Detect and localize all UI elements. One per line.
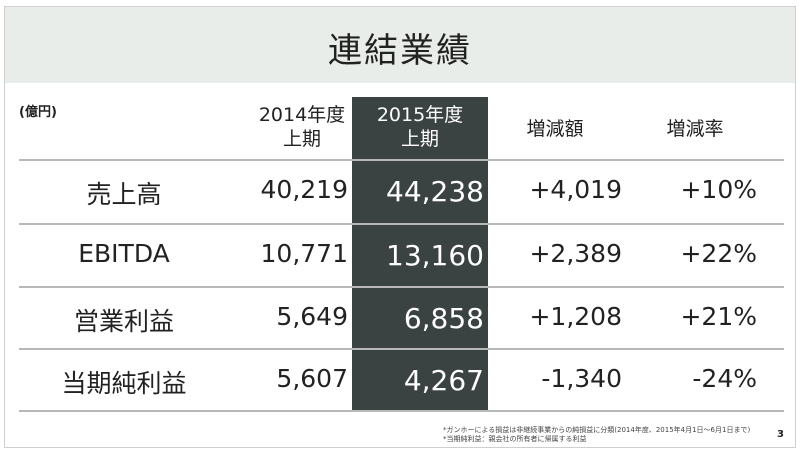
- row-label: EBITDA: [78, 239, 170, 268]
- row-divider: [19, 348, 784, 350]
- row-label: 営業利益: [73, 307, 174, 336]
- column-header: 増減率: [666, 118, 724, 140]
- highlight-column: [352, 97, 488, 411]
- column-header: 増減額: [526, 118, 584, 140]
- title-band: 連結業績: [5, 7, 795, 83]
- column-header: 上期: [282, 128, 321, 150]
- row-label: 売上高: [86, 180, 162, 209]
- row-divider: [19, 286, 784, 288]
- page-number: 3: [777, 429, 784, 440]
- cell: 5,607: [276, 364, 348, 393]
- cell: 44,238: [386, 175, 484, 208]
- cell: +2,389: [529, 239, 622, 268]
- footnote: *ガンホーによる損益は非継続事業からの純損益に分類(2014年度、2015年4月…: [443, 426, 751, 434]
- row-divider: [19, 410, 784, 412]
- cell: -24%: [692, 364, 757, 393]
- row-divider: [19, 223, 784, 225]
- column-header: 上期: [400, 128, 439, 150]
- cell: +22%: [680, 239, 757, 268]
- cell: 4,267: [403, 364, 484, 397]
- row-divider: [19, 159, 784, 161]
- unit: (億円): [19, 105, 57, 120]
- cell: 40,219: [260, 175, 348, 204]
- cell: 10,771: [260, 239, 348, 268]
- cell: 13,160: [386, 239, 484, 272]
- cell: +10%: [680, 175, 757, 204]
- cell: 6,858: [403, 302, 484, 335]
- footnote: *当期純利益：親会社の所有者に帰属する利益: [443, 435, 587, 443]
- row-label: 当期純利益: [61, 369, 187, 398]
- column-header: 2014年度: [258, 104, 346, 126]
- slide: 連結業績 (億円) *ガンホーによる損益は非継続事業からの純損益に分類(2014…: [4, 6, 796, 448]
- cell: +1,208: [529, 302, 622, 331]
- cell: +21%: [680, 302, 757, 331]
- cell: 5,649: [276, 302, 348, 331]
- cell: -1,340: [541, 364, 622, 393]
- slide-title: 連結業績: [328, 31, 472, 71]
- cell: +4,019: [529, 175, 622, 204]
- column-header: 2015年度: [376, 104, 464, 126]
